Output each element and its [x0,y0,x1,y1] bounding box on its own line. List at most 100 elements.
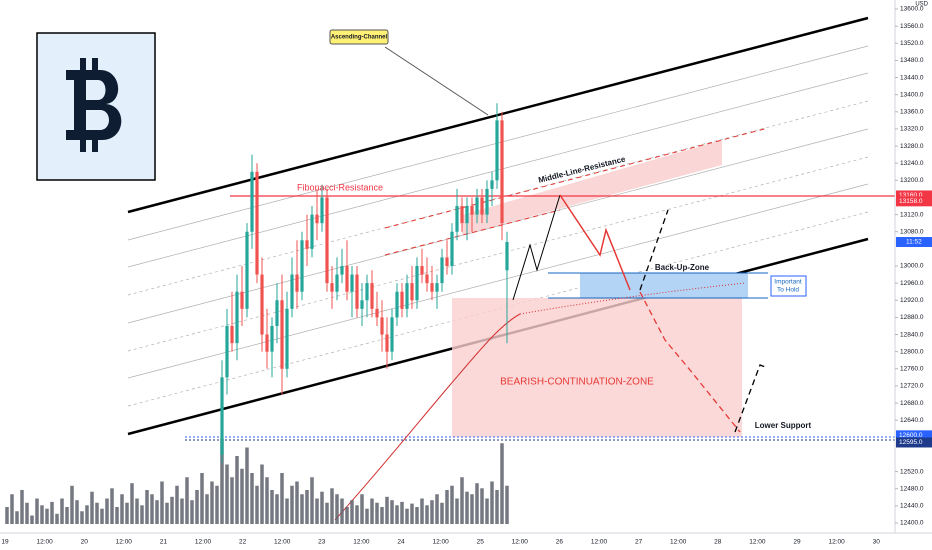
candle-body [500,120,504,224]
volume-bar [80,511,84,524]
series [5,103,509,524]
candle-body [425,274,429,284]
volume-bar [125,502,129,524]
volume-bar [385,496,389,524]
volume-bar [55,513,59,524]
volume-bar [495,490,499,524]
x-tick-label: 12:00 [512,539,529,546]
volume-bar [470,494,474,524]
x-tick-label: 25 [477,539,485,546]
volume-bar [380,507,384,524]
volume-bar [190,500,194,524]
candle-body [390,317,394,352]
x-tick-label: 12:00 [274,539,291,546]
logo-glyph [66,58,122,152]
countdown-tag [896,237,932,248]
volume-bar [175,485,179,524]
backup-zone [580,273,748,298]
x-tick-label: 12:00 [353,539,370,546]
candle-body [220,377,224,455]
candle-body [245,231,249,309]
volume-bar [370,498,374,524]
candle-body [465,206,469,224]
volume-bar [185,477,189,524]
price-tag [896,430,932,441]
volume-bar [280,473,284,524]
annotation: Lower Support [755,421,812,430]
candle-body [290,274,294,309]
volume-bar [485,498,489,524]
y-tick-label: 12480.0 [900,485,924,492]
volume-bar [305,490,309,524]
candle-body [275,300,279,326]
y-tick-label: 12880.0 [900,314,924,321]
candle-body [325,197,329,284]
volume-bar [480,488,484,524]
y-tick-label: 13440.0 [900,74,924,81]
y-tick-label: 13120.0 [900,211,924,218]
volume-bar [285,498,289,524]
volume-bar [265,477,269,524]
volume-bar [135,498,139,524]
candle-body [365,283,369,301]
price-tag-label: 12595.0 [899,439,923,446]
annotation: Important [774,279,802,286]
volume-bar [210,481,214,524]
y-tick-label: 12720.0 [900,383,924,390]
candle-body [250,171,254,232]
volume-bar [395,505,399,524]
volume-bar [490,481,494,524]
volume-bar [325,502,329,524]
volume-bar [150,494,154,524]
candle-body [460,206,464,224]
y-tick-label: 13520.0 [900,40,924,47]
volume-bar [235,456,239,524]
candle-body [360,300,364,309]
candle-body [475,197,479,215]
volume-bar [405,508,409,524]
x-tick-label: 29 [793,539,801,546]
level [127,128,869,324]
volume-bar [320,491,324,524]
arrow-path [734,364,769,433]
annotation: To Hold [777,287,799,294]
level [127,100,869,296]
volume-bar [10,494,14,524]
x-tick-label: 26 [556,539,564,546]
volume-bar [170,496,174,524]
x-tick-label: 21 [160,539,168,546]
volume-bar [435,494,439,524]
price-tag-label: 13158.0 [899,198,923,205]
volume-bar [70,485,74,524]
volume-bar [255,485,259,524]
volume-bar [245,447,249,524]
candle-body [335,274,339,292]
volume-bar [400,501,404,524]
candle-body [435,283,439,292]
volume-bar [90,491,94,524]
x-tick-label: 22 [239,539,247,546]
volume-bar [130,483,134,524]
volume-bar [460,477,464,524]
candle-body [340,266,344,275]
y-tick-label: 13480.0 [900,57,924,64]
x-tick-label: 12:00 [591,539,608,546]
candle-body [370,283,374,309]
candle-body [480,197,484,215]
volume-bar [105,498,109,524]
x-tick-label: 27 [635,539,643,546]
annotation: Ascending-Channel [331,35,388,41]
y-tick-label: 13400.0 [900,91,924,98]
candle-body [470,206,474,215]
countdown-label: 11:52 [906,239,922,246]
candle-body [300,240,304,292]
x-tick-label: 30 [873,539,881,546]
y-tick-label: 12440.0 [900,503,924,510]
bitcoin-logo [36,32,156,181]
y-tick-label: 13280.0 [900,143,924,150]
volume-bar [155,500,159,524]
x-tick-label: 12:00 [116,539,133,546]
y-tick-label: 12400.0 [900,520,924,527]
volume-bar [475,483,479,524]
